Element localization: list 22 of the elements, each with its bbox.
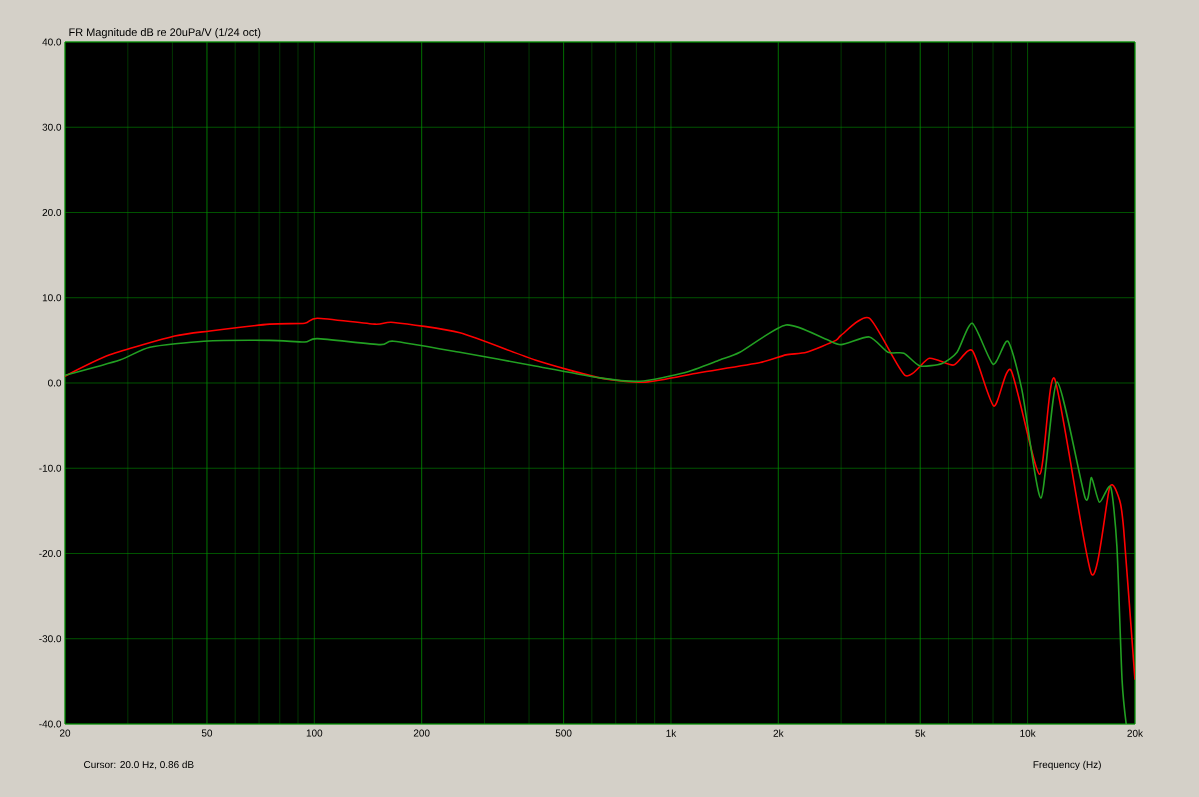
y-tick-label: -20.0	[39, 549, 62, 558]
y-tick-label: 40.0	[42, 38, 62, 46]
x-tick-label: 20	[59, 729, 71, 737]
x-tick-label: 5k	[915, 729, 926, 737]
x-tick-label: 50	[201, 729, 213, 737]
y-tick-label: 30.0	[42, 123, 62, 131]
y-tick-label: -30.0	[39, 635, 62, 643]
y-tick-label: 10.0	[42, 294, 62, 302]
y-tick-label: 0.0	[48, 379, 62, 387]
x-tick-label: 100	[306, 729, 323, 737]
text: Cursor: 20.0 Hz, 0.86 dB	[84, 760, 194, 770]
x-tick-label: 500	[555, 729, 572, 737]
y-tick-label: -40.0	[39, 720, 62, 728]
y-tick-label: 20.0	[42, 208, 62, 217]
y-tick-label: -10.0	[39, 464, 62, 472]
x-tick-label: 2k	[773, 729, 784, 737]
chart-title: FR Magnitude dB re 20uPa/V (1/24 oct)	[69, 28, 261, 39]
x-tick-label: 200	[413, 729, 430, 737]
x-axis-title: Frequency (Hz)	[1033, 760, 1101, 771]
x-tick-label: 20k	[1127, 729, 1143, 737]
x-tick-label: 1k	[666, 729, 677, 737]
x-tick-label: 10k	[1020, 729, 1036, 737]
